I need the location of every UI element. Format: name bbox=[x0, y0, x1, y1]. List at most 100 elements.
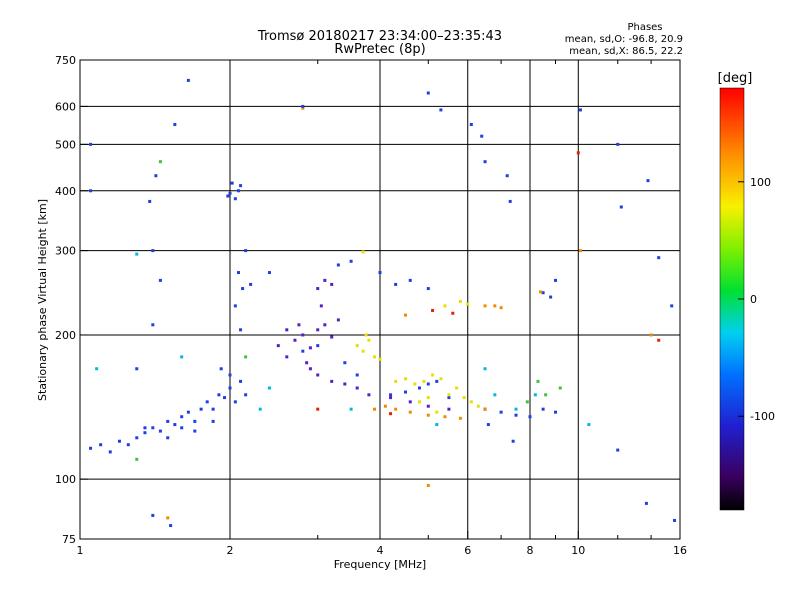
data-point bbox=[151, 426, 155, 430]
x-tick-label: 8 bbox=[527, 544, 534, 557]
data-point bbox=[228, 386, 232, 390]
data-point bbox=[186, 410, 190, 414]
data-point bbox=[330, 335, 334, 339]
data-points bbox=[89, 78, 677, 528]
data-point bbox=[316, 407, 320, 411]
data-point bbox=[673, 518, 677, 522]
data-point bbox=[576, 151, 580, 155]
data-point bbox=[443, 415, 447, 419]
colorbar-ticks: 100 0 -100 bbox=[738, 176, 775, 423]
data-point bbox=[99, 443, 103, 447]
data-point bbox=[285, 328, 289, 332]
data-point bbox=[422, 379, 426, 383]
x-tick-label: 4 bbox=[377, 544, 384, 557]
plot-area bbox=[79, 59, 681, 540]
data-point bbox=[499, 306, 503, 310]
data-point bbox=[267, 271, 271, 275]
data-point bbox=[230, 181, 234, 185]
data-point bbox=[646, 179, 650, 183]
data-point bbox=[439, 377, 443, 381]
data-point bbox=[349, 259, 353, 263]
data-point bbox=[193, 419, 197, 423]
data-point bbox=[166, 419, 170, 423]
data-point bbox=[323, 278, 327, 282]
data-point bbox=[426, 483, 430, 487]
data-point bbox=[308, 367, 312, 371]
data-point bbox=[426, 91, 430, 95]
data-point bbox=[169, 524, 173, 528]
x-axis-ticks: 1 2 4 6 8 10 16 bbox=[77, 60, 687, 557]
data-point bbox=[330, 282, 334, 286]
data-point bbox=[143, 431, 147, 435]
data-point bbox=[541, 407, 545, 411]
data-point bbox=[616, 142, 620, 146]
data-point bbox=[316, 344, 320, 348]
data-point bbox=[108, 450, 112, 454]
data-point bbox=[525, 400, 529, 404]
x-tick-label: 6 bbox=[464, 544, 471, 557]
data-point bbox=[239, 184, 243, 188]
data-point bbox=[439, 108, 443, 112]
data-point bbox=[435, 423, 439, 427]
data-point bbox=[514, 407, 518, 411]
data-point bbox=[505, 174, 509, 178]
data-point bbox=[394, 379, 398, 383]
data-point bbox=[514, 413, 518, 417]
data-point bbox=[499, 410, 503, 414]
data-point bbox=[533, 393, 537, 397]
data-point bbox=[483, 160, 487, 164]
data-point bbox=[431, 373, 435, 377]
data-point bbox=[657, 338, 661, 342]
data-point bbox=[319, 304, 323, 308]
data-point bbox=[493, 304, 497, 308]
data-point bbox=[226, 194, 230, 198]
data-point bbox=[330, 379, 334, 383]
data-point bbox=[239, 328, 243, 332]
data-point bbox=[241, 287, 245, 291]
colorbar-tick-label: 0 bbox=[750, 293, 757, 306]
data-point bbox=[619, 205, 623, 209]
y-tick-label: 300 bbox=[55, 245, 76, 258]
y-axis-ticks: 75 100 200 300 400 500 600 750 bbox=[55, 54, 88, 546]
data-point bbox=[403, 390, 407, 394]
data-point bbox=[549, 295, 553, 299]
data-point bbox=[276, 344, 280, 348]
data-point bbox=[236, 189, 240, 193]
data-point bbox=[426, 382, 430, 386]
chart-subtitle: RwPretec (8p) bbox=[334, 42, 425, 57]
x-axis-label: Frequency [MHz] bbox=[334, 558, 426, 571]
data-point bbox=[285, 355, 289, 359]
data-point bbox=[267, 386, 271, 390]
data-point bbox=[367, 338, 371, 342]
x-tick-label: 16 bbox=[673, 544, 687, 557]
data-point bbox=[361, 349, 365, 353]
data-point bbox=[383, 404, 387, 408]
data-point bbox=[151, 323, 155, 327]
data-point bbox=[135, 457, 139, 461]
data-point bbox=[528, 415, 532, 419]
data-point bbox=[657, 256, 661, 260]
data-point bbox=[578, 108, 582, 112]
stats-line-o: mean, sd,O: -96.8, 20.9 bbox=[565, 34, 683, 45]
data-point bbox=[483, 407, 487, 411]
data-point bbox=[233, 400, 237, 404]
data-point bbox=[443, 304, 447, 308]
y-tick-label: 100 bbox=[55, 473, 76, 486]
data-point bbox=[193, 429, 197, 433]
data-point bbox=[455, 386, 459, 390]
data-point bbox=[587, 423, 591, 427]
data-point bbox=[355, 373, 359, 377]
data-point bbox=[154, 174, 158, 178]
data-point bbox=[166, 436, 170, 440]
data-point bbox=[228, 373, 232, 377]
data-point bbox=[426, 404, 430, 408]
data-point bbox=[435, 379, 439, 383]
data-point bbox=[355, 386, 359, 390]
data-point bbox=[239, 379, 243, 383]
data-point bbox=[173, 123, 177, 127]
data-point bbox=[301, 349, 305, 353]
data-point bbox=[135, 436, 139, 440]
data-point bbox=[158, 160, 162, 164]
data-point bbox=[233, 197, 237, 201]
data-point bbox=[205, 400, 209, 404]
